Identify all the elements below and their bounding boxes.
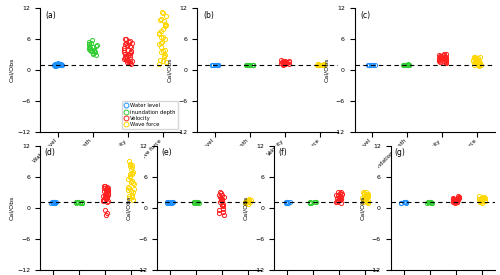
Y-axis label: Cal/Obs: Cal/Obs xyxy=(360,196,365,220)
Y-axis label: Cal/Obs: Cal/Obs xyxy=(10,196,14,220)
Y-axis label: Cal/Obs: Cal/Obs xyxy=(126,196,132,220)
Text: (c): (c) xyxy=(360,11,370,20)
Y-axis label: Cal/Obs: Cal/Obs xyxy=(166,58,172,82)
Text: (b): (b) xyxy=(203,11,214,20)
Text: (e): (e) xyxy=(161,148,172,157)
Text: (d): (d) xyxy=(44,148,55,157)
Y-axis label: Cal/Obs: Cal/Obs xyxy=(324,58,329,82)
Y-axis label: Cal/Obs: Cal/Obs xyxy=(243,196,248,220)
Text: (f): (f) xyxy=(278,148,286,157)
Y-axis label: Cal/Obs: Cal/Obs xyxy=(10,58,14,82)
Legend: Water level, inundation depth, Velocity, Wave force: Water level, inundation depth, Velocity,… xyxy=(122,101,178,129)
Text: (a): (a) xyxy=(46,11,56,20)
Text: (g): (g) xyxy=(395,148,406,157)
